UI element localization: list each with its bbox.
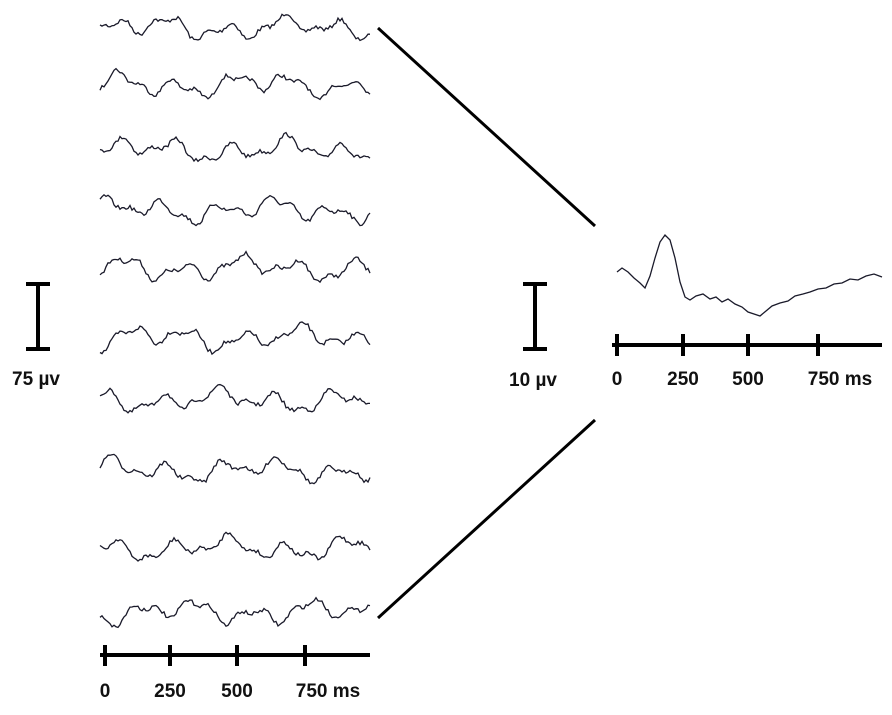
eeg-trace: [99, 453, 371, 485]
eeg-trace: [99, 67, 371, 101]
eeg-trace: [99, 131, 371, 163]
left-time-axis: 0 250 500 750 ms: [100, 645, 370, 702]
erp-trace: [616, 233, 883, 317]
eeg-trace: [99, 193, 371, 227]
eeg-trace: [99, 383, 370, 414]
zoom-lines: [376, 26, 597, 620]
eeg-trace: [99, 531, 371, 562]
axis-label: 0: [100, 681, 111, 702]
scale-bar-icon: [26, 282, 50, 351]
scale-bar-icon: [523, 282, 547, 351]
axis-label: 750 ms: [296, 681, 360, 702]
eeg-trace: [99, 250, 371, 284]
axis-label: 250: [154, 681, 186, 702]
axis-label: 0: [612, 369, 623, 390]
axis-label: 750 ms: [808, 369, 872, 390]
eeg-trace: [99, 13, 370, 42]
eeg-trace: [99, 321, 371, 356]
axis-label: 500: [732, 369, 764, 390]
axis-line: [100, 645, 370, 666]
axis-label: 500: [221, 681, 253, 702]
right-time-axis: 0 250 500 750 ms: [612, 334, 882, 390]
eeg-trace: [99, 596, 371, 629]
right-scale-bar: 10 µv: [509, 282, 557, 391]
eeg-traces: [99, 13, 371, 629]
scale-bar-label: 10 µv: [509, 370, 557, 391]
scale-bar-label: 75 µv: [12, 369, 60, 390]
axis-line: [612, 334, 882, 356]
left-scale-bar: 75 µv: [12, 282, 60, 390]
axis-label: 250: [667, 369, 699, 390]
